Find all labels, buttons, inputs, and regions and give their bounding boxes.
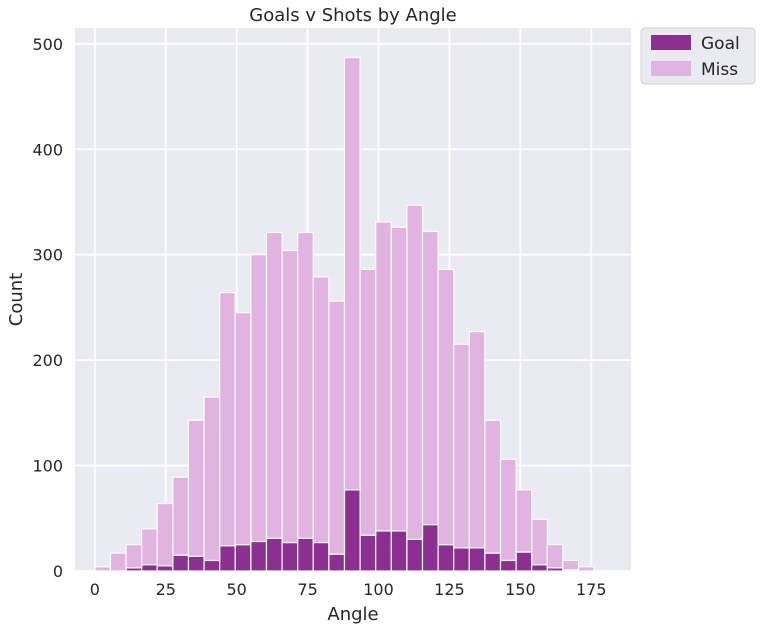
x-tick-label: 175 — [576, 580, 607, 599]
bar-miss — [312, 276, 330, 544]
bar-goal — [343, 489, 361, 572]
x-axis-label: Angle — [327, 604, 378, 625]
x-tick-label: 50 — [227, 580, 247, 599]
legend-label-miss: Miss — [701, 60, 738, 80]
y-tick-label: 400 — [32, 140, 63, 159]
bar-goal — [156, 565, 174, 572]
legend: Goal Miss — [640, 27, 756, 85]
chart-title: Goals v Shots by Angle — [249, 5, 457, 26]
bars — [94, 56, 595, 572]
x-tick-label: 100 — [363, 580, 394, 599]
bar-miss — [453, 343, 470, 549]
bar-goal — [468, 547, 486, 572]
bar-goal — [390, 530, 408, 572]
bar-miss — [328, 300, 346, 555]
y-tick-label: 500 — [32, 35, 63, 54]
bar-miss — [219, 292, 236, 547]
bar-miss — [421, 230, 439, 526]
legend-label-goal: Goal — [701, 34, 740, 54]
bar-goal — [172, 554, 190, 572]
bar-miss — [109, 552, 127, 572]
y-tick-label: 0 — [53, 562, 63, 581]
bar-miss — [187, 419, 205, 557]
bar-miss — [156, 502, 174, 567]
bar-miss — [546, 544, 564, 569]
x-axis-ticks: 0 25 50 75 100 125 150 175 — [90, 580, 607, 599]
bar-goal — [499, 559, 517, 572]
bar-goal — [515, 551, 533, 572]
x-tick-label: 0 — [90, 580, 100, 599]
bar-miss — [141, 528, 158, 566]
bar-miss — [390, 226, 408, 532]
y-axis-label: Count — [6, 273, 27, 326]
x-tick-label: 125 — [434, 580, 465, 599]
bar-miss — [343, 56, 361, 491]
bar-miss — [577, 566, 595, 572]
bar-goal — [265, 537, 283, 572]
bar-miss — [297, 231, 314, 539]
bar-miss — [94, 566, 112, 572]
y-axis-ticks: 0 100 200 300 400 500 — [32, 35, 63, 581]
bar-goal — [437, 544, 455, 572]
bar-miss — [125, 544, 143, 569]
bar-goal — [219, 545, 236, 572]
bar-goal — [312, 541, 330, 572]
bar-miss — [281, 249, 299, 544]
bar-goal — [375, 530, 392, 572]
bar-miss — [375, 221, 392, 532]
legend-swatch-goal — [651, 35, 691, 50]
bar-goal — [406, 538, 424, 572]
bar-miss — [437, 268, 455, 546]
bar-goal — [359, 534, 377, 572]
bar-goal — [484, 552, 502, 572]
bar-goal — [297, 537, 314, 572]
x-tick-label: 75 — [297, 580, 317, 599]
bar-goal — [234, 544, 252, 572]
x-tick-label: 25 — [156, 580, 176, 599]
x-tick-label: 150 — [505, 580, 536, 599]
bar-miss — [468, 331, 486, 549]
bar-goal — [203, 559, 221, 572]
bar-miss — [359, 268, 377, 536]
bar-miss — [406, 204, 424, 540]
bar-goal — [421, 524, 439, 572]
bar-miss — [515, 489, 533, 553]
bar-miss — [562, 559, 580, 571]
y-tick-label: 200 — [32, 351, 63, 370]
bar-miss — [499, 458, 517, 562]
y-tick-label: 300 — [32, 246, 63, 265]
bar-miss — [234, 312, 252, 546]
bar-miss — [531, 518, 548, 566]
bar-miss — [172, 476, 190, 556]
bar-goal — [328, 553, 346, 572]
bar-miss — [484, 419, 502, 554]
bar-goal — [250, 540, 268, 572]
bar-miss — [203, 396, 221, 562]
bar-goal — [187, 555, 205, 572]
y-tick-label: 100 — [32, 457, 63, 476]
bar-miss — [265, 231, 283, 539]
bar-goal — [531, 564, 548, 572]
legend-swatch-miss — [651, 61, 691, 76]
bar-goal — [281, 541, 299, 572]
bar-goal — [453, 547, 470, 572]
bar-miss — [250, 254, 268, 543]
bar-goal — [141, 564, 158, 572]
